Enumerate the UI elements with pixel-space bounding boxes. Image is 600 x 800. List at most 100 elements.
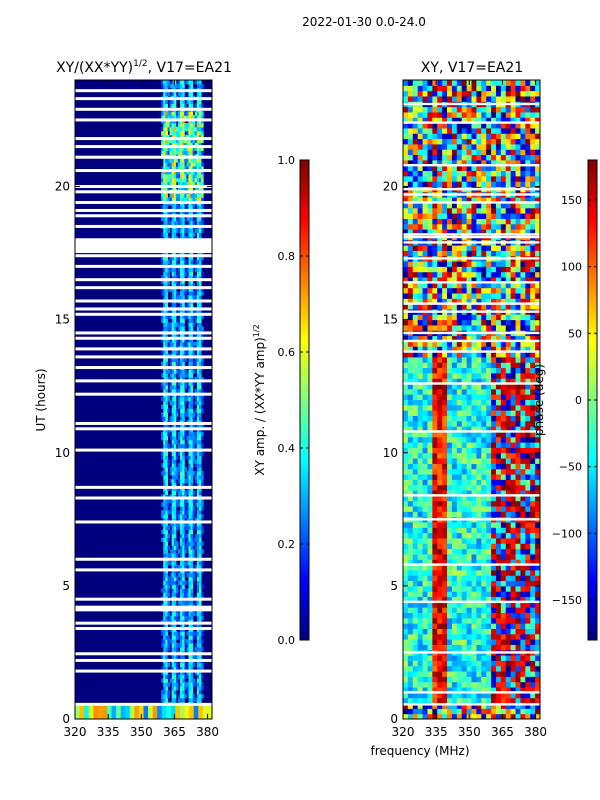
amp-cell (167, 498, 171, 503)
phase-cell (471, 559, 477, 566)
phase-cell (442, 681, 448, 688)
phase-cell (451, 607, 458, 613)
phase-cell (481, 293, 487, 299)
phase-cell (505, 521, 512, 528)
amp-cell (173, 291, 177, 296)
amp-cell (173, 693, 177, 699)
amp-cell (175, 678, 179, 683)
amp-cell (186, 682, 189, 687)
amp-cell (190, 662, 194, 668)
amp-cell (196, 670, 200, 675)
amp-cell (163, 287, 166, 292)
amp-cell (180, 302, 183, 308)
amp-cell (177, 490, 181, 496)
amp-cell (188, 369, 192, 374)
phase-cell (500, 447, 507, 454)
phase-cell (491, 431, 497, 438)
phase-cell (505, 271, 512, 278)
amp-cell (192, 537, 196, 542)
phase-cell (486, 537, 492, 544)
amp-cell (173, 689, 177, 695)
phase-cell (525, 537, 531, 544)
phase-cell (476, 282, 482, 289)
phase-cell (447, 340, 453, 347)
phase-cell (437, 500, 443, 507)
amp-cell (171, 283, 175, 288)
phase-cell (486, 575, 492, 582)
amp-cell (194, 228, 198, 234)
phase-cell (500, 463, 507, 470)
amp-cell (173, 177, 177, 183)
amp-cell (165, 158, 168, 163)
amp-cell (196, 111, 200, 116)
phase-cell (451, 356, 458, 363)
amp-data-gap (75, 200, 212, 204)
phase-cell (466, 442, 472, 448)
phase-cell (461, 681, 468, 688)
amp-cell (188, 533, 192, 539)
amp-cell (169, 678, 173, 683)
phase-cell (481, 601, 487, 608)
amp-cell (169, 83, 173, 89)
phase-cell (451, 351, 458, 358)
amp-cell (190, 678, 194, 683)
phase-cell (515, 639, 521, 645)
phase-cell (432, 564, 438, 571)
phase-cell (505, 580, 512, 587)
phase-cell (471, 346, 477, 353)
phase-cell (535, 442, 541, 448)
amp-cell (188, 639, 192, 644)
phase-cell (495, 575, 502, 582)
amp-cell (163, 197, 166, 202)
amp-cell (182, 529, 185, 535)
phase-cell (442, 426, 448, 432)
phase-cell (500, 607, 507, 613)
amp-cell (177, 197, 181, 202)
phase-cell (456, 543, 463, 550)
phase-cell (466, 436, 472, 443)
phase-cell (417, 324, 424, 331)
amp-cell (184, 431, 187, 437)
phase-cell (407, 474, 414, 480)
phase-cell (466, 559, 472, 566)
amp-cell (143, 705, 149, 719)
phase-cell (500, 287, 507, 294)
phase-cell (437, 463, 443, 470)
amp-cell (171, 564, 175, 570)
amp-data-gap (75, 520, 212, 524)
phase-cell (520, 351, 526, 358)
phase-cell (505, 681, 512, 688)
phase-cell (403, 410, 409, 416)
phase-cell (481, 458, 487, 464)
phase-cell (422, 681, 428, 688)
phase-cell (505, 314, 512, 321)
amp-cell (173, 205, 177, 210)
phase-cell (456, 436, 463, 443)
phase-cell (422, 655, 428, 661)
phase-cell (407, 463, 414, 470)
phase-cell (471, 277, 477, 283)
phase-cell (495, 537, 502, 544)
amp-cell (171, 126, 175, 132)
amp-cell (186, 99, 189, 104)
amp-cell (161, 463, 164, 468)
amp-cell (167, 158, 171, 163)
amp-cell (184, 349, 187, 355)
amp-cell (182, 357, 185, 363)
amp-cell (194, 424, 198, 429)
amp-cell (186, 205, 189, 210)
phase-cell (520, 671, 526, 677)
amp-cell (186, 631, 189, 636)
amp-cell (161, 349, 164, 355)
phase-cell (437, 553, 443, 560)
amp-cell (201, 686, 204, 691)
phase-cell (447, 271, 453, 278)
phase-cell (412, 527, 419, 534)
phase-cell (432, 404, 438, 411)
phase-cell (447, 537, 453, 544)
phase-cell (417, 548, 424, 555)
phase-cell (442, 697, 448, 704)
phase-cell (456, 655, 463, 661)
phase-cell (520, 298, 526, 305)
phase-cell (461, 564, 468, 571)
